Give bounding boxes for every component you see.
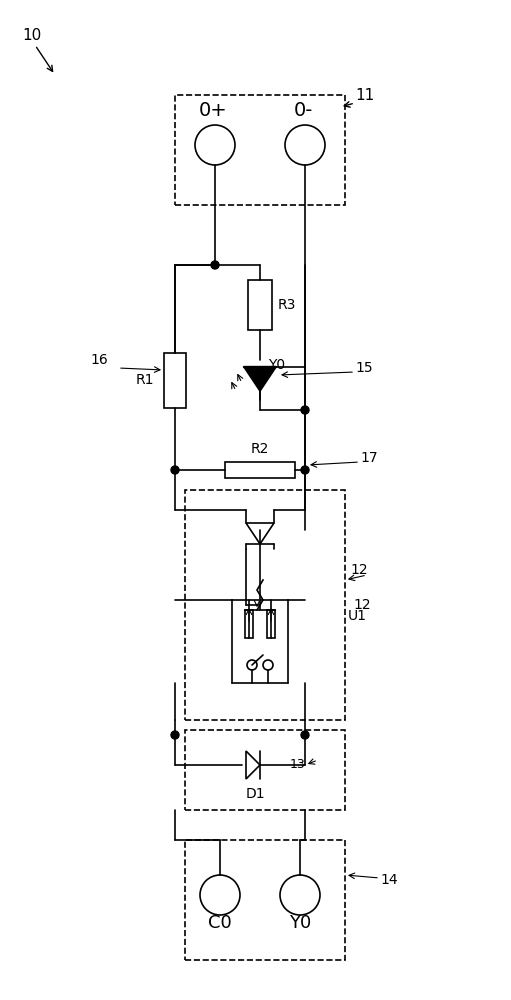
Text: Y0: Y0 [268,358,285,372]
Text: 15: 15 [355,361,373,375]
Bar [267,610,275,638]
Text: 12: 12 [350,563,367,577]
Circle shape [171,466,179,474]
Bar [185,730,345,810]
Text: 12: 12 [353,598,370,612]
Text: 0+: 0+ [199,101,227,119]
Bar [185,840,345,960]
Polygon shape [246,751,260,779]
Text: D1: D1 [245,787,265,801]
Bar [175,95,345,205]
Bar [164,353,186,408]
Polygon shape [244,367,276,391]
Text: 16: 16 [90,353,108,367]
Text: 0-: 0- [293,101,313,119]
Text: 10: 10 [22,28,41,43]
Bar [225,462,295,478]
Text: 14: 14 [380,873,398,887]
Text: R2: R2 [251,442,269,456]
Text: C0: C0 [208,914,232,932]
Text: 17: 17 [360,451,378,465]
Text: Y0: Y0 [289,914,311,932]
Text: R3: R3 [278,298,296,312]
Circle shape [301,406,309,414]
Bar [248,280,272,330]
Circle shape [211,261,219,269]
Circle shape [301,731,309,739]
Text: U1: U1 [348,609,367,624]
Text: 13: 13 [290,758,306,772]
Circle shape [301,466,309,474]
Text: 11: 11 [355,88,374,103]
Text: R1: R1 [136,373,154,387]
Bar [245,610,253,638]
Polygon shape [246,523,274,544]
Bar [185,490,345,720]
Circle shape [171,731,179,739]
